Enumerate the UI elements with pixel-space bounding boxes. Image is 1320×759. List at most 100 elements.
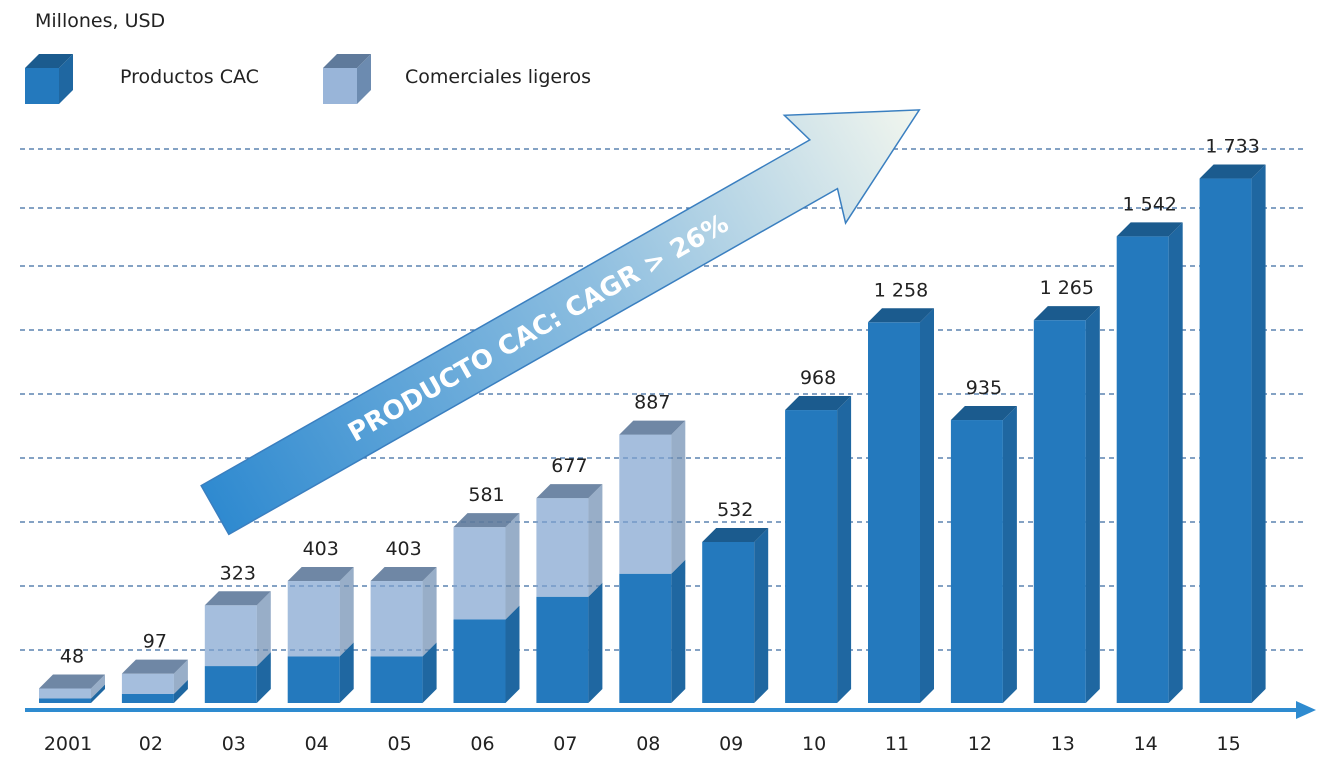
bar-side: [1002, 406, 1017, 703]
bar-front: [785, 410, 838, 703]
total-label: 1 542: [1122, 193, 1176, 215]
total-label: 403: [303, 538, 339, 560]
bar-front: [1116, 236, 1169, 703]
legend-swatch-side: [59, 54, 73, 104]
bar-top: [39, 674, 105, 689]
x-tick-label: 14: [1134, 733, 1158, 755]
bar-top: [702, 528, 769, 542]
bar-side: [422, 567, 437, 657]
bar-side: [1085, 306, 1100, 703]
bar-front: [619, 573, 672, 703]
bar-side: [837, 396, 852, 703]
bar-side: [422, 642, 437, 703]
bar-front: [287, 581, 340, 657]
bar-top: [1116, 222, 1183, 237]
total-label: 403: [385, 538, 421, 560]
bar-front: [287, 656, 340, 703]
total-label: 887: [634, 392, 670, 414]
total-label: 581: [468, 484, 504, 506]
bar-front: [868, 322, 920, 703]
legend-swatch: [25, 68, 59, 104]
bar-top: [121, 659, 188, 674]
bar-side: [256, 652, 271, 703]
bar-top: [204, 591, 271, 606]
bar-side: [339, 567, 354, 657]
bars: 48 2001 97 02 323 03 403 04 403 05 581 06 677 07 887 08…: [39, 136, 1266, 755]
x-axis: [25, 701, 1316, 719]
bar-side: [1251, 164, 1266, 703]
x-tick-label: 05: [388, 733, 412, 755]
x-tick-label: 15: [1217, 733, 1241, 755]
x-tick-label: 08: [636, 733, 660, 755]
x-tick-label: 02: [139, 733, 163, 755]
bar-top: [370, 567, 437, 582]
total-label: 1 733: [1205, 136, 1259, 158]
bar-side: [339, 642, 354, 703]
axis-label: Millones, USD: [35, 10, 165, 32]
bar-side: [505, 605, 520, 703]
bar-side: [671, 559, 686, 703]
x-tick-label: 04: [305, 733, 329, 755]
bar-front: [536, 498, 589, 597]
bar-front: [121, 693, 174, 703]
x-tick-label: 03: [222, 733, 246, 755]
bar-top: [536, 484, 603, 499]
bar-front: [453, 527, 506, 620]
legend-swatch-side: [357, 54, 371, 104]
bar-side: [588, 582, 603, 703]
total-label: 97: [143, 631, 167, 653]
x-tick-label: 06: [470, 733, 494, 755]
bar-front: [204, 605, 257, 667]
bar-side: [256, 591, 271, 667]
legend: Productos CAC Comerciales ligeros: [25, 54, 591, 104]
annotation: PRODUCTO CAC: CAGR > 26%: [343, 209, 734, 449]
legend-label: Productos CAC: [120, 66, 259, 88]
legend-swatch-top: [323, 54, 371, 68]
total-label: 323: [220, 562, 256, 584]
bar-side: [173, 659, 188, 694]
bar-top: [1033, 306, 1100, 321]
bar-top: [868, 308, 934, 323]
bar-top: [453, 513, 520, 528]
bar-front: [39, 698, 91, 703]
bar-side: [91, 674, 105, 699]
total-label: 677: [551, 455, 587, 477]
bar-side: [1168, 222, 1183, 703]
x-tick-label: 11: [885, 733, 909, 755]
legend-label: Comerciales ligeros: [405, 66, 591, 88]
total-label: 532: [717, 499, 753, 521]
total-label: 1 265: [1040, 277, 1094, 299]
x-tick-label: 10: [802, 733, 826, 755]
bar-side: [505, 513, 520, 620]
legend-swatch-top: [25, 54, 73, 68]
bar-top: [287, 567, 354, 582]
bar-side: [920, 308, 934, 703]
bar-top: [950, 406, 1017, 421]
bar-front: [619, 434, 672, 574]
x-tick-label: 2001: [44, 733, 92, 755]
bar-front: [536, 596, 589, 703]
total-label: 1 258: [874, 279, 928, 301]
bar-side: [588, 484, 603, 597]
bar-front: [1199, 178, 1252, 703]
bar-front: [39, 688, 91, 699]
legend-swatch: [323, 68, 357, 104]
bar-top: [785, 396, 852, 411]
bar-side: [671, 420, 686, 574]
bar-front: [370, 581, 423, 657]
x-tick-label: 09: [719, 733, 743, 755]
bar-front: [121, 673, 174, 694]
bar-top: [1199, 164, 1266, 179]
bar-front: [453, 619, 506, 703]
bar-front: [950, 420, 1003, 703]
bar-side: [91, 684, 105, 703]
x-tick-label: 13: [1051, 733, 1075, 755]
bar-side: [754, 528, 769, 703]
bar-front: [204, 666, 257, 703]
x-tick-label: 12: [968, 733, 992, 755]
x-tick-label: 07: [553, 733, 577, 755]
bar-front: [1033, 320, 1086, 703]
bar-top: [619, 420, 686, 435]
bar-side: [173, 679, 188, 703]
